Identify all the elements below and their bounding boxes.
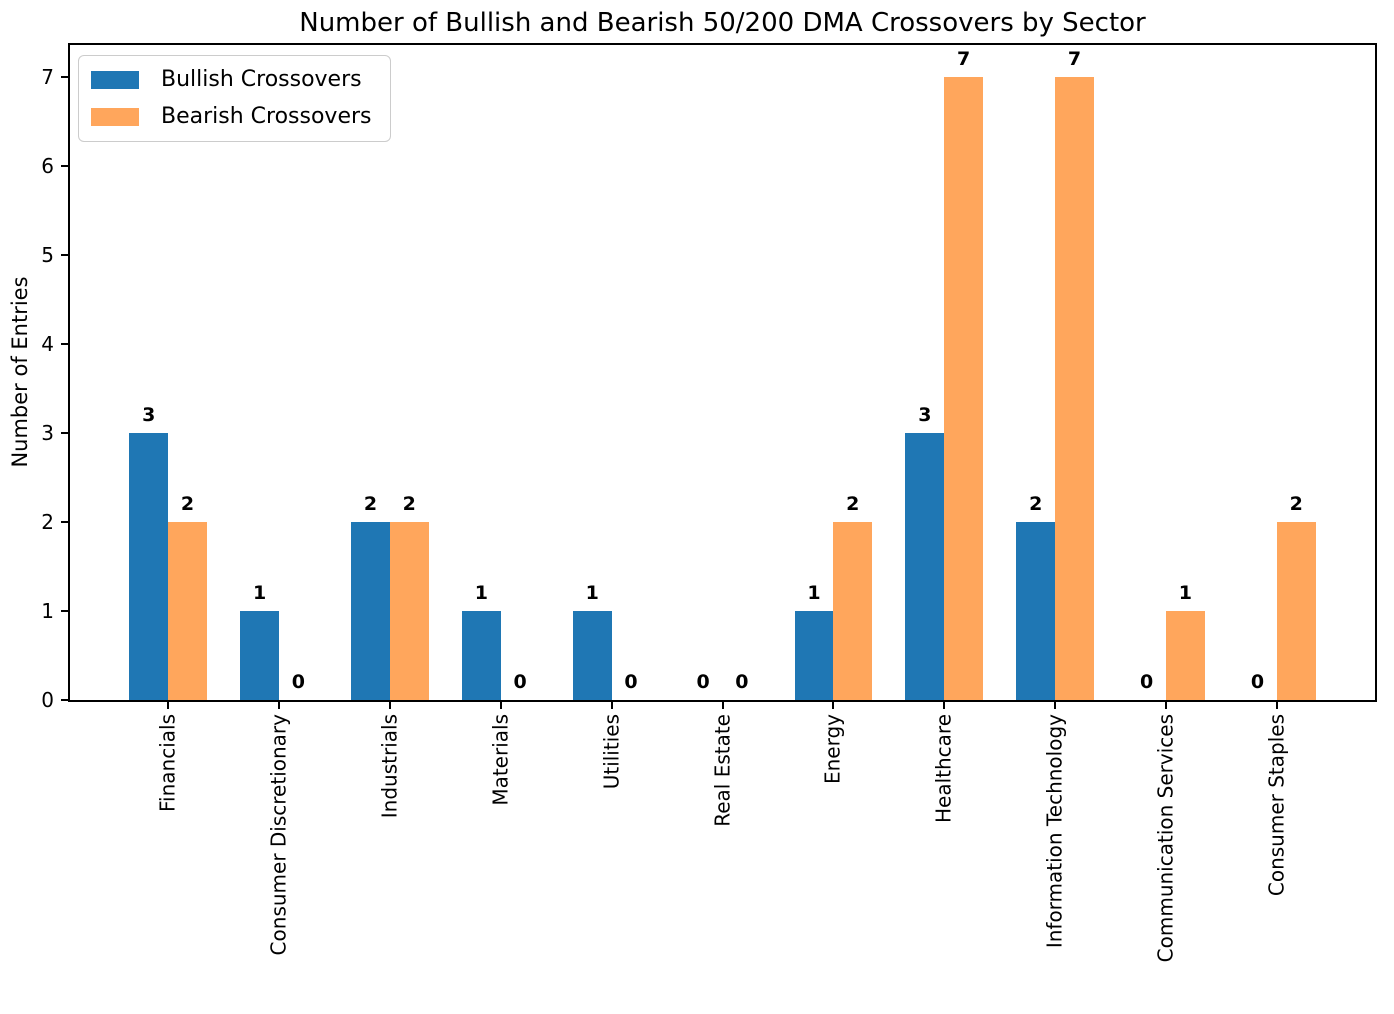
y-tick-mark: [61, 699, 70, 701]
bar-value-label: 0: [1250, 671, 1265, 693]
bullish-legend-swatch: [91, 71, 139, 90]
bar-value-label: 1: [807, 582, 821, 605]
x-tick-mark: [610, 700, 613, 709]
x-tick-label-information-technology: Information Technology: [1042, 714, 1067, 949]
x-tick-mark: [1275, 700, 1278, 709]
bar-bearish-financials: [168, 522, 207, 700]
bar-value-label: 1: [585, 582, 599, 605]
bar-bullish-materials: [461, 611, 501, 700]
x-tick-label-consumer-staples: Consumer Staples: [1264, 714, 1289, 897]
y-tick-label: 0: [41, 688, 54, 712]
x-tick-mark: [499, 700, 502, 709]
bar-bearish-healthcare: [944, 77, 984, 700]
legend-entry-bullish: Bullish Crossovers: [91, 67, 372, 92]
bar-value-label: 1: [474, 582, 488, 605]
x-tick-label-consumer-discretionary: Consumer Discretionary: [266, 714, 291, 956]
x-tick-mark: [832, 700, 835, 709]
x-tick-mark: [943, 700, 946, 709]
x-tick-label-materials: Materials: [488, 714, 513, 806]
bar-bearish-communication-services: [1166, 611, 1205, 700]
bar-bullish-energy: [794, 611, 834, 700]
x-tick-label-energy: Energy: [820, 714, 845, 785]
y-tick-mark: [61, 521, 70, 524]
bar-bullish-consumer-discretionary: [240, 611, 279, 700]
legend: Bullish Crossovers Bearish Crossovers: [78, 55, 391, 143]
y-tick-mark: [61, 610, 70, 613]
bar-value-label: 2: [180, 493, 195, 516]
bar-value-label: 0: [1139, 671, 1154, 693]
x-tick-mark: [388, 700, 391, 709]
bar-bullish-utilities: [572, 611, 612, 700]
bar-value-label: 7: [1067, 48, 1082, 71]
x-tick-label-industrials: Industrials: [377, 714, 402, 819]
plot-area: Bullish Crossovers Bearish Crossovers 0 1…: [41, 43, 1377, 962]
x-tick-label-healthcare: Healthcare: [931, 714, 956, 824]
bar-bearish-energy: [833, 522, 873, 700]
bullish-legend-label: Bullish Crossovers: [161, 67, 362, 92]
x-tick-label-utilities: Utilities: [599, 714, 624, 790]
bar-value-label: 0: [696, 671, 710, 693]
x-tick-mark: [1165, 700, 1167, 709]
y-tick-label: 4: [41, 332, 54, 357]
y-tick-label: 2: [41, 510, 54, 535]
y-tick-label: 6: [41, 154, 54, 179]
bar-bullish-financials: [129, 433, 169, 700]
bar-value-label: 2: [1289, 493, 1303, 516]
y-tick-label: 1: [41, 599, 54, 624]
bar-value-label: 0: [735, 671, 749, 693]
x-tick-mark: [167, 700, 170, 709]
x-tick-mark: [721, 700, 724, 709]
bar-value-label: 2: [1029, 493, 1043, 516]
y-axis-label: Number of Entries: [8, 276, 32, 468]
x-tick-mark: [1054, 700, 1057, 709]
bar-bullish-healthcare: [905, 433, 945, 700]
legend-entry-bearish: Bearish Crossovers: [91, 104, 372, 130]
chart-title: Number of Bullish and Bearish 50/200 DMA…: [299, 8, 1146, 38]
bearish-legend-swatch: [91, 108, 139, 127]
y-tick-label: 3: [41, 421, 54, 446]
bar-bullish-information-technology: [1016, 522, 1056, 700]
y-tick-mark: [61, 254, 70, 257]
x-tick-label-real-estate: Real Estate: [710, 714, 734, 827]
bar-bearish-industrials: [389, 522, 429, 700]
bearish-legend-label: Bearish Crossovers: [161, 104, 372, 130]
y-tick-mark: [61, 343, 70, 346]
x-tick-mark: [277, 700, 280, 709]
y-tick-mark: [61, 432, 70, 435]
x-tick-label-financials: Financials: [155, 714, 180, 812]
bar-value-label: 2: [846, 493, 860, 516]
bar-value-label: 3: [918, 404, 932, 427]
y-tick-mark: [61, 76, 70, 79]
bar-value-label: 2: [363, 493, 378, 516]
x-tick-label-communication-services: Communication Services: [1153, 714, 1178, 963]
bar-value-label: 0: [291, 671, 306, 693]
bar-value-label: 1: [1178, 582, 1193, 605]
bar-value-label: 7: [957, 48, 971, 71]
bar-bullish-industrials: [351, 522, 390, 700]
y-tick-label: 5: [41, 243, 54, 268]
bar-value-label: 0: [624, 671, 638, 693]
bar-bearish-information-technology: [1055, 77, 1094, 700]
y-tick-label: 7: [41, 65, 54, 90]
bar-value-label: 1: [252, 582, 267, 605]
bar-bearish-consumer-staples: [1276, 522, 1316, 700]
bar-value-label: 2: [402, 493, 416, 516]
bar-value-label: 0: [513, 671, 527, 693]
y-tick-mark: [61, 165, 70, 168]
bar-value-label: 3: [142, 404, 156, 427]
